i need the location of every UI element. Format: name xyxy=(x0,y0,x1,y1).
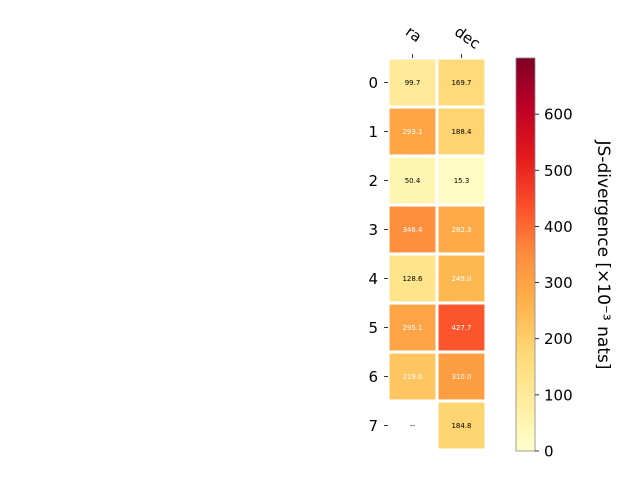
cell-value-label: 282.3 xyxy=(451,226,471,234)
cell-value-label: -- xyxy=(410,422,416,430)
y-tick-label: 3 xyxy=(368,221,378,239)
heatmap-cell xyxy=(437,156,486,205)
heatmap-cell xyxy=(437,58,486,107)
heatmap-cell xyxy=(437,254,486,303)
y-tick-label: 5 xyxy=(368,319,378,337)
cell-value-label: 99.7 xyxy=(405,79,421,87)
x-tick-label: ra xyxy=(402,23,425,47)
cell-value-label: 15.3 xyxy=(454,177,470,185)
colorbar-tick-label: 200 xyxy=(544,330,573,348)
x-tick-label: dec xyxy=(451,23,483,53)
colorbar: 0 100 200 300 400 500 600 xyxy=(515,57,573,461)
heatmap-cell xyxy=(388,352,437,401)
cell-value-label: 219.0 xyxy=(402,373,422,381)
heatmap-cell xyxy=(388,156,437,205)
colorbar-tick-label: 100 xyxy=(544,386,573,404)
heatmap-grid: ra dec 0 1 2 3 4 5 6 7 99.7 169.7 293.1 188.4 50.4 15.3… xyxy=(368,23,486,450)
cell-value-label: 188.4 xyxy=(451,128,472,136)
heatmap-cell xyxy=(437,303,486,352)
y-tick-label: 1 xyxy=(368,123,378,141)
y-tick-label: 2 xyxy=(368,172,378,190)
y-tick-label: 4 xyxy=(368,270,378,288)
heatmap-cell xyxy=(437,107,486,156)
cell-value-label: 346.4 xyxy=(402,226,423,234)
colorbar-gradient xyxy=(515,57,536,452)
cell-value-label: 427.7 xyxy=(451,324,471,332)
y-tick-label: 0 xyxy=(368,74,378,92)
colorbar-tick-label: 500 xyxy=(544,162,573,180)
cell-value-label: 295.1 xyxy=(402,324,422,332)
heatmap-cell xyxy=(388,303,437,352)
heatmap-cell xyxy=(388,205,437,254)
heatmap-cell xyxy=(437,352,486,401)
cell-value-label: 50.4 xyxy=(405,177,421,185)
heatmap-cell xyxy=(388,254,437,303)
cell-value-label: 184.8 xyxy=(451,422,471,430)
y-tick-label: 6 xyxy=(368,368,378,386)
cell-value-label: 249.0 xyxy=(451,275,471,283)
heatmap-cell xyxy=(437,205,486,254)
colorbar-tick-label: 400 xyxy=(544,218,573,236)
colorbar-tick-label: 300 xyxy=(544,274,573,292)
heatmap-cell xyxy=(437,401,486,450)
cell-value-label: 128.6 xyxy=(402,275,423,283)
cell-value-label: 293.1 xyxy=(402,128,422,136)
colorbar-tick-label: 0 xyxy=(544,443,554,461)
colorbar-label: JS-divergence [×10⁻³ nats] xyxy=(593,140,613,370)
y-tick-label: 7 xyxy=(368,417,378,435)
cell-value-label: 310.0 xyxy=(451,373,471,381)
heatmap-cell xyxy=(388,58,437,107)
heatmap-cell xyxy=(388,107,437,156)
cell-value-label: 169.7 xyxy=(451,79,471,87)
colorbar-tick-label: 600 xyxy=(544,106,573,124)
